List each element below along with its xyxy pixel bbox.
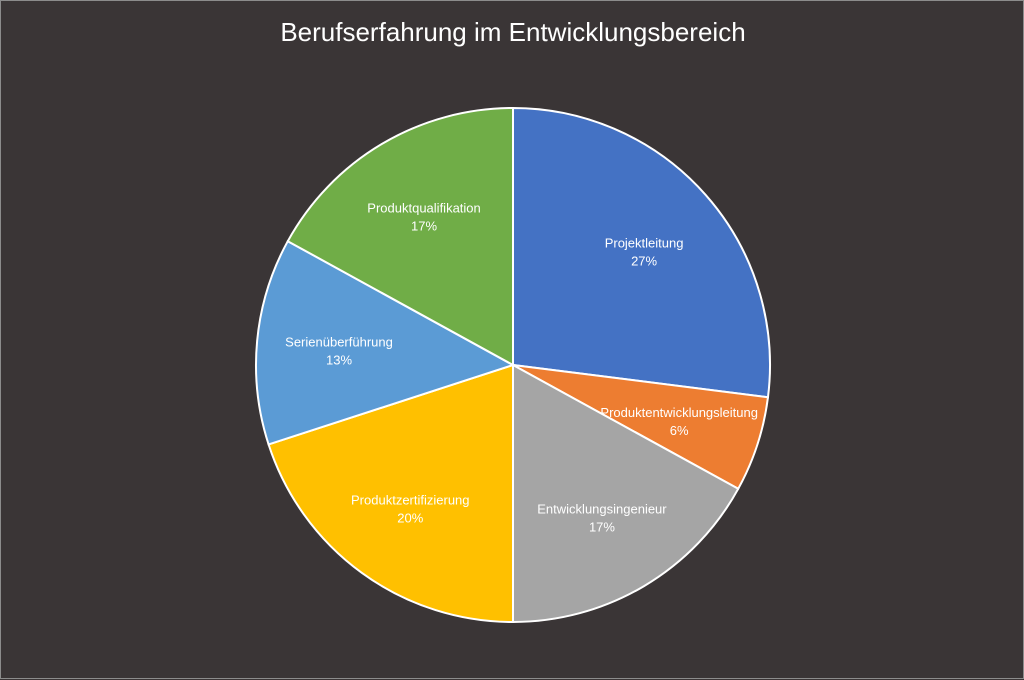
slice-label-5: Produktqualifikation (367, 201, 480, 216)
pie-slice-4 (255, 239, 516, 446)
slice-value-0: 27% (631, 253, 657, 268)
slice-label-1: Produktentwicklungsleitung (600, 405, 758, 420)
chart-title: Berufserfahrung im Entwicklungsbereich (280, 17, 746, 47)
slice-value-2: 17% (589, 519, 615, 534)
pie-slice-3 (267, 363, 514, 624)
slice-value-1: 6% (670, 423, 689, 438)
pie-slice-2 (512, 363, 740, 624)
slice-label-0: Projektleitung (605, 235, 684, 250)
slice-label-2: Entwicklungsingenieur (537, 501, 667, 516)
pie-slice-5 (286, 106, 514, 367)
slice-label-4: Serienüberführung (285, 335, 393, 350)
slice-value-4: 13% (326, 353, 352, 368)
slice-value-3: 20% (397, 510, 423, 525)
slice-value-5: 17% (411, 219, 437, 234)
slice-label-3: Produktzertifizierung (351, 492, 470, 507)
pie-slice-0 (512, 106, 771, 399)
